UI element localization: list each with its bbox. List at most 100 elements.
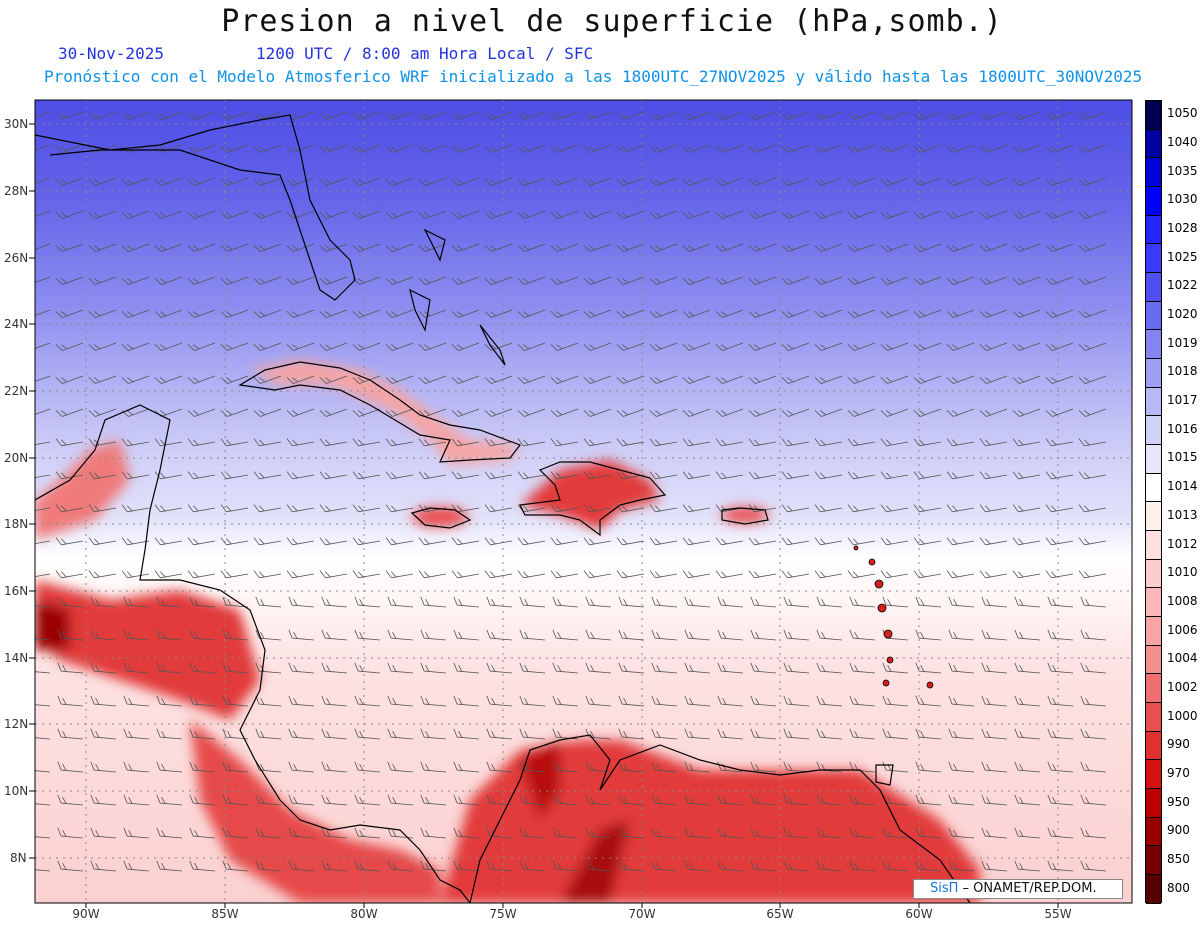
wind-barb <box>486 860 513 872</box>
wind-barb <box>781 504 810 513</box>
wind-barb <box>618 827 645 839</box>
wind-barb <box>651 860 678 872</box>
wind-barb <box>519 695 546 707</box>
wind-barb <box>222 761 249 773</box>
wind-barb <box>682 243 711 252</box>
lon-label: 65W <box>766 907 793 921</box>
wind-barb <box>682 375 711 384</box>
wind-barb <box>913 438 942 447</box>
wind-barb <box>385 438 414 447</box>
wind-barb <box>748 342 777 351</box>
wind-barb <box>717 662 744 674</box>
wind-barb <box>189 695 216 707</box>
wind-barb <box>189 596 216 608</box>
wind-barb <box>321 695 348 707</box>
wind-barb <box>121 375 150 384</box>
wind-barb <box>748 276 777 285</box>
wind-barb <box>121 243 150 252</box>
wind-barb <box>418 342 447 351</box>
wind-barb <box>651 629 678 641</box>
wind-barb <box>35 537 51 546</box>
wind-barb <box>550 144 579 153</box>
wind-barb <box>319 537 348 546</box>
wind-barb <box>418 210 447 219</box>
wind-barb <box>880 438 909 447</box>
wind-barb <box>552 629 579 641</box>
wind-barb <box>189 728 216 740</box>
colorbar <box>1145 100 1162 904</box>
colorbar-label: 970 <box>1167 765 1190 780</box>
wind-barb <box>948 761 975 773</box>
wind-barb <box>684 662 711 674</box>
wind-barb <box>715 471 744 480</box>
wind-barb <box>783 794 810 806</box>
lat-ticks <box>29 123 35 859</box>
lat-label: 26N <box>4 251 28 265</box>
wind-barb <box>913 342 942 351</box>
wind-barb <box>649 471 678 480</box>
wind-barb <box>682 408 711 417</box>
wind-barb <box>882 728 909 740</box>
wind-barb <box>849 596 876 608</box>
wind-barb <box>35 761 51 773</box>
wind-barb <box>286 537 315 546</box>
latitude-labels: 30N 28N 26N 24N 22N 20N 18N 16N 14N 12N … <box>4 117 28 865</box>
colorbar-label: 1035 <box>1167 163 1198 178</box>
wind-barb <box>453 761 480 773</box>
wind-barb <box>385 210 414 219</box>
wind-barb <box>88 471 117 480</box>
wind-barb <box>484 111 513 120</box>
wind-barb <box>451 537 480 546</box>
wind-barb <box>651 662 678 674</box>
wind-barb <box>913 144 942 153</box>
wind-barb <box>484 408 513 417</box>
land-shading <box>35 360 980 903</box>
wind-barb <box>484 243 513 252</box>
wind-barb <box>847 408 876 417</box>
lat-label: 18N <box>4 517 28 531</box>
wind-barb <box>583 210 612 219</box>
wind-barb <box>154 111 183 120</box>
wind-barb <box>451 408 480 417</box>
colorbar-segment <box>1146 617 1161 646</box>
wind-barb <box>385 504 414 513</box>
wind-barb <box>616 408 645 417</box>
wind-barb <box>55 438 84 447</box>
wind-barb <box>1045 504 1074 513</box>
wind-barb <box>781 243 810 252</box>
wind-barb <box>915 629 942 641</box>
wind-barb <box>35 662 51 674</box>
wind-barb <box>121 309 150 318</box>
wind-barb <box>420 695 447 707</box>
wind-barb <box>979 210 1008 219</box>
wind-barb <box>451 243 480 252</box>
lon-ticks <box>85 903 1059 908</box>
wind-barb <box>484 144 513 153</box>
wind-barb <box>1045 309 1074 318</box>
wind-barb <box>352 276 381 285</box>
wind-barb <box>550 276 579 285</box>
wind-barb <box>121 111 150 120</box>
colorbar-segment <box>1146 531 1161 560</box>
wind-barb <box>387 596 414 608</box>
wind-barb <box>253 537 282 546</box>
wind-barb <box>618 728 645 740</box>
wind-barb <box>649 210 678 219</box>
wind-barb <box>1012 309 1041 318</box>
wind-barb <box>453 596 480 608</box>
wind-barb <box>517 243 546 252</box>
wind-barb <box>979 342 1008 351</box>
wind-barb <box>1047 629 1074 641</box>
wind-barb <box>123 662 150 674</box>
wind-barb <box>222 629 249 641</box>
wind-barb <box>814 471 843 480</box>
wind-barb <box>1080 827 1107 839</box>
wind-barb <box>814 210 843 219</box>
wind-barb <box>484 537 513 546</box>
wind-barb <box>583 570 612 579</box>
wind-barb <box>814 177 843 186</box>
wind-barb <box>682 144 711 153</box>
wind-barb <box>1078 408 1107 417</box>
wind-barb <box>123 695 150 707</box>
wind-barb <box>715 570 744 579</box>
